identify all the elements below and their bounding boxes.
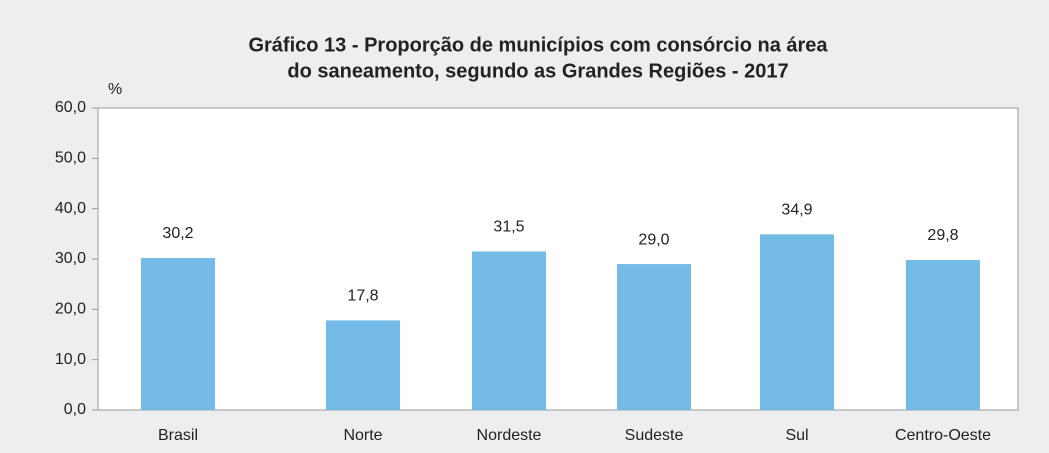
value-label: 30,2 [162,225,193,242]
y-tick-label: 40,0 [55,200,86,217]
y-tick-label: 10,0 [55,351,86,368]
bar [472,251,546,410]
value-label: 29,0 [638,231,669,248]
x-tick-label: Sul [785,427,808,444]
bar [906,260,980,410]
value-label: 34,9 [781,202,812,219]
x-tick-label: Centro-Oeste [895,427,991,444]
y-tick-label: 20,0 [55,301,86,318]
bar [617,264,691,410]
value-label: 17,8 [347,288,378,305]
x-tick-label: Brasil [158,427,198,444]
value-label: 31,5 [493,219,524,236]
chart-title: Gráfico 13 - Proporção de municípios com… [248,34,828,56]
y-axis-label: % [108,81,122,98]
plot-area [97,107,1019,411]
y-tick-label: 50,0 [55,150,86,167]
y-tick-label: 0,0 [64,401,86,418]
y-tick-label: 60,0 [55,99,86,116]
value-label: 29,8 [927,227,958,244]
x-tick-label: Sudeste [625,427,684,444]
x-tick-label: Norte [343,427,382,444]
bar [760,234,834,410]
y-tick-label: 30,0 [55,250,86,267]
chart-title: do saneamento, segundo as Grandes Regiõe… [287,60,788,82]
bar [141,257,215,410]
bar [326,320,400,410]
x-tick-label: Nordeste [477,427,542,444]
